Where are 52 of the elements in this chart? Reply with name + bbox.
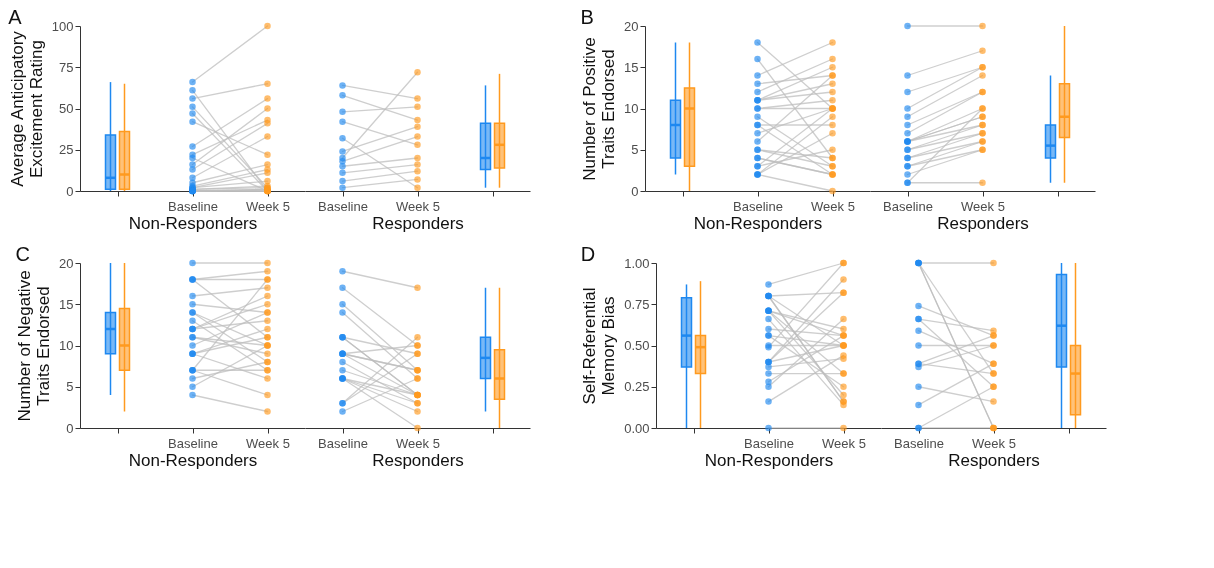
- y-tick-label: 10: [59, 338, 74, 353]
- x-axis-title: Non-Responders: [704, 450, 834, 470]
- x-axis-title: Responders: [948, 450, 1040, 470]
- chart-title: D: [580, 243, 596, 265]
- y-tick-label: 100: [51, 18, 74, 34]
- y-tick-label: 5: [631, 142, 639, 158]
- y-tick-label: 15: [59, 296, 74, 312]
- x-tick-label: Baseline: [168, 198, 218, 214]
- y-tick-label: 15: [624, 59, 639, 75]
- y-tick-label: 75: [59, 59, 74, 75]
- x-tick-label: Baseline: [318, 198, 368, 214]
- y-tick-label: 10: [624, 101, 639, 116]
- y-tick-label: 0.75: [624, 296, 650, 312]
- y-tick-label: 20: [59, 255, 74, 271]
- y-axis-title: Average Anticipatory Excitement Rating: [7, 30, 46, 187]
- x-tick-label: Week 5: [396, 435, 440, 451]
- x-tick-label: Week 5: [822, 435, 866, 451]
- y-tick-label: 0: [631, 183, 639, 199]
- y-tick-label: 20: [624, 18, 639, 34]
- x-axis-title: Responders: [372, 450, 464, 470]
- y-axis-title: Self-Referential Memory Bias: [580, 287, 619, 405]
- x-tick-label: Week 5: [972, 435, 1016, 451]
- x-tick-label: Baseline: [733, 198, 783, 214]
- y-tick-label: 0.50: [624, 338, 650, 353]
- x-tick-label: Baseline: [894, 435, 944, 451]
- x-axis-title: Non-Responders: [128, 213, 258, 233]
- x-axis-title: Responders: [372, 213, 464, 233]
- x-tick-label: Week 5: [811, 198, 855, 214]
- x-axis-title: Responders: [937, 213, 1029, 233]
- y-tick-label: 0: [66, 420, 74, 436]
- y-tick-label: 5: [66, 379, 74, 395]
- y-tick-label: 0: [66, 183, 74, 199]
- y-tick-label: 1.00: [624, 255, 650, 271]
- y-tick-label: 0.00: [624, 420, 650, 436]
- y-axis-title: Number of Positive Traits Endorsed: [580, 37, 619, 181]
- x-tick-label: Baseline: [744, 435, 794, 451]
- y-axis-title: Number of Negative Traits Endorsed: [15, 270, 54, 422]
- x-tick-label: Week 5: [396, 198, 440, 214]
- chart-title: A: [8, 6, 23, 28]
- x-tick-label: Baseline: [883, 198, 933, 214]
- chart-title: C: [15, 243, 30, 265]
- x-axis-title: Non-Responders: [693, 213, 823, 233]
- x-tick-label: Baseline: [318, 435, 368, 451]
- x-tick-label: Baseline: [168, 435, 218, 451]
- y-tick-label: 0.25: [624, 379, 650, 395]
- y-tick-label: 50: [59, 101, 74, 116]
- x-tick-label: Week 5: [246, 198, 290, 214]
- x-tick-label: Week 5: [246, 435, 290, 451]
- chart-title: B: [580, 6, 594, 28]
- x-axis-title: Non-Responders: [128, 450, 258, 470]
- x-tick-label: Week 5: [961, 198, 1005, 214]
- y-tick-label: 25: [59, 142, 74, 158]
